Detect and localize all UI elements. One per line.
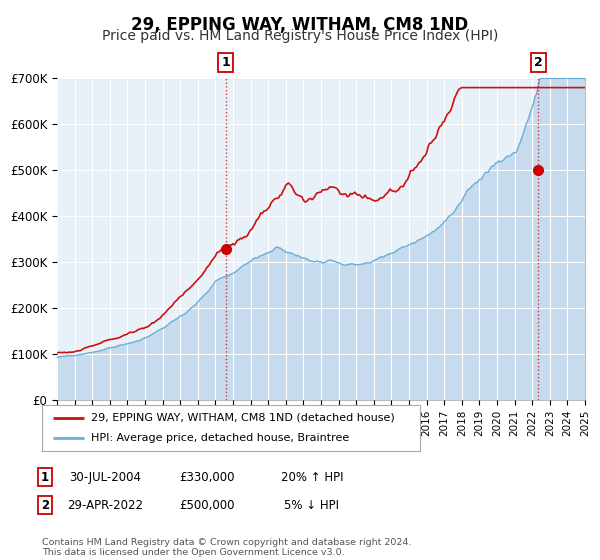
- Text: Price paid vs. HM Land Registry's House Price Index (HPI): Price paid vs. HM Land Registry's House …: [102, 29, 498, 43]
- Text: 1: 1: [41, 470, 49, 484]
- Text: HPI: Average price, detached house, Braintree: HPI: Average price, detached house, Brai…: [91, 433, 349, 443]
- Text: Contains HM Land Registry data © Crown copyright and database right 2024.
This d: Contains HM Land Registry data © Crown c…: [42, 538, 412, 557]
- Text: 29, EPPING WAY, WITHAM, CM8 1ND (detached house): 29, EPPING WAY, WITHAM, CM8 1ND (detache…: [91, 413, 395, 423]
- Text: 5% ↓ HPI: 5% ↓ HPI: [284, 498, 340, 512]
- Text: £500,000: £500,000: [179, 498, 235, 512]
- Text: 20% ↑ HPI: 20% ↑ HPI: [281, 470, 343, 484]
- Text: 2: 2: [533, 56, 542, 69]
- Text: 29-APR-2022: 29-APR-2022: [67, 498, 143, 512]
- Text: 1: 1: [221, 56, 230, 69]
- Text: 29, EPPING WAY, WITHAM, CM8 1ND: 29, EPPING WAY, WITHAM, CM8 1ND: [131, 16, 469, 34]
- Text: £330,000: £330,000: [179, 470, 235, 484]
- Text: 2: 2: [41, 498, 49, 512]
- Text: 30-JUL-2004: 30-JUL-2004: [69, 470, 141, 484]
